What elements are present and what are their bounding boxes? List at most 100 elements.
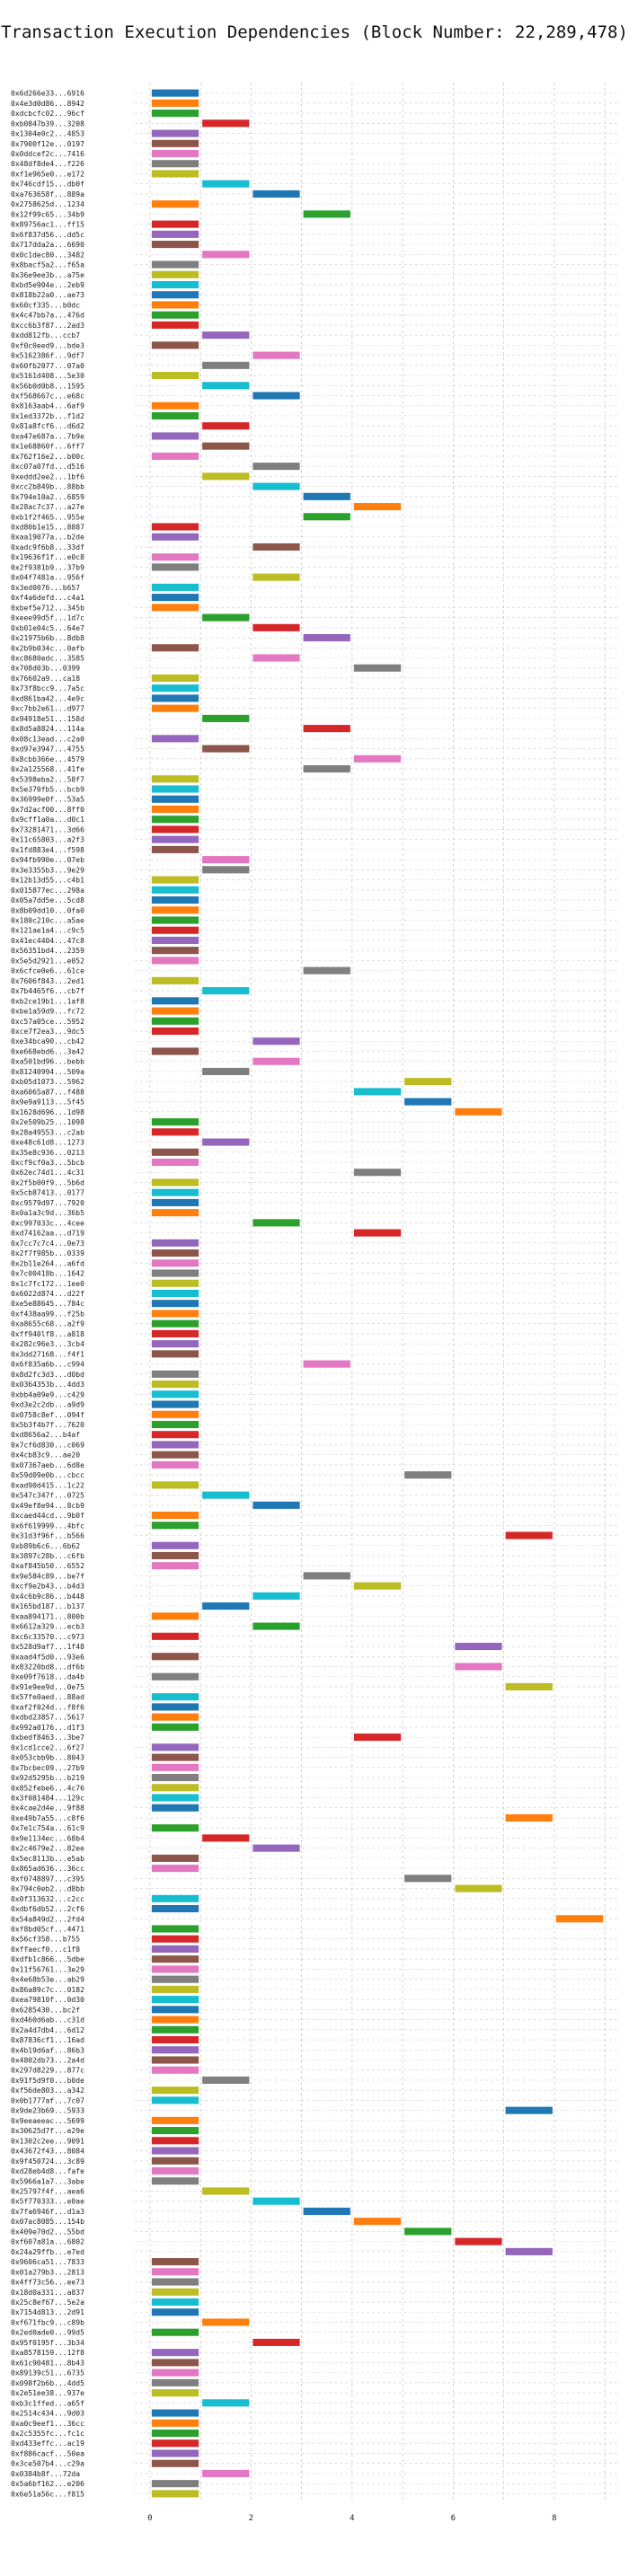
task-bar bbox=[151, 1027, 199, 1036]
y-tick-label: 0x8d5a8824...114a bbox=[11, 725, 84, 733]
task-bar bbox=[151, 341, 199, 349]
task-bar bbox=[151, 220, 199, 228]
y-tick-label: 0x3ce507b4...c29a bbox=[11, 2460, 84, 2468]
y-tick-label: 0xb05d1073...5962 bbox=[11, 1078, 84, 1086]
task-bar bbox=[151, 1431, 199, 1439]
task-bar bbox=[151, 1743, 199, 1751]
y-tick-label: 0xf0748897...c395 bbox=[11, 1875, 84, 1883]
y-tick-label: 0xdcbcfc02...96cf bbox=[11, 110, 84, 118]
y-tick-label: 0x0384b8f...72da bbox=[11, 2470, 80, 2478]
task-bar bbox=[455, 1884, 502, 1892]
y-tick-label: 0xe5e88645...784c bbox=[11, 1300, 84, 1308]
y-tick-label: 0x5a6bf162...e206 bbox=[11, 2480, 84, 2488]
y-tick-label: 0x2b9b034c...0afb bbox=[11, 644, 84, 652]
y-tick-label: 0xf4a6defd...c4a1 bbox=[11, 594, 84, 602]
y-tick-label: 0xdbd23857...5617 bbox=[11, 1714, 84, 1722]
task-bar bbox=[455, 1643, 502, 1651]
task-bar bbox=[151, 2298, 199, 2307]
task-bar bbox=[151, 1955, 199, 1963]
chart-title: Transaction Execution Dependencies (Bloc… bbox=[1, 22, 628, 42]
task-bar bbox=[151, 2490, 199, 2498]
task-bar bbox=[202, 613, 250, 622]
task-bar bbox=[151, 129, 199, 137]
task-bar bbox=[151, 2409, 199, 2417]
y-tick-label: 0x1ed3372b...f1d2 bbox=[11, 412, 84, 420]
task-bar bbox=[455, 2237, 502, 2245]
task-bar bbox=[151, 1300, 199, 1308]
y-tick-label: 0x89756ac1...ff15 bbox=[11, 221, 84, 229]
task-bar bbox=[151, 1753, 199, 1761]
y-tick-label: 0x7900f12e...0197 bbox=[11, 140, 84, 148]
task-bar bbox=[151, 947, 199, 955]
y-tick-label: 0xbedf8463...3be7 bbox=[11, 1734, 84, 1742]
y-tick-label: 0xf671fbc9...c89b bbox=[11, 2318, 84, 2326]
task-bar bbox=[252, 1501, 300, 1509]
task-bar bbox=[151, 704, 199, 712]
task-bar bbox=[252, 2197, 300, 2205]
y-tick-label: 0x0758c8ef...094f bbox=[11, 1411, 84, 1419]
y-tick-label: 0x95f0195f...3b34 bbox=[11, 2339, 84, 2347]
task-bar bbox=[151, 291, 199, 299]
task-bar bbox=[151, 1522, 199, 1530]
task-bar bbox=[151, 805, 199, 813]
y-tick-label: 0x053cbb9b...8043 bbox=[11, 1754, 84, 1762]
task-bar bbox=[151, 2369, 199, 2377]
y-tick-label: 0x547c347f...0725 bbox=[11, 1492, 84, 1500]
task-bar bbox=[303, 633, 350, 642]
task-bar bbox=[151, 2127, 199, 2135]
task-bar bbox=[151, 2056, 199, 2064]
y-tick-label: 0x28a49553...c2ab bbox=[11, 1128, 84, 1136]
x-tick-label: 0 bbox=[147, 2514, 152, 2523]
task-bar bbox=[151, 2439, 199, 2448]
task-bar bbox=[151, 2419, 199, 2427]
task-bar bbox=[151, 1653, 199, 1661]
y-tick-label: 0x3ed0076...b657 bbox=[11, 584, 80, 592]
task-bar bbox=[151, 99, 199, 107]
task-bar bbox=[353, 1229, 402, 1237]
y-tick-label: 0xb0847b39...3208 bbox=[11, 119, 84, 128]
y-tick-label: 0xf8bd05cf...4471 bbox=[11, 1925, 84, 1933]
task-bar bbox=[151, 1329, 199, 1337]
task-bar bbox=[303, 210, 350, 218]
y-tick-label: 0x6285430...bc2f bbox=[11, 2006, 80, 2014]
y-tick-label: 0x9eeaeeac...5699 bbox=[11, 2117, 84, 2125]
y-tick-label: 0x8163aab4...6af9 bbox=[11, 402, 84, 410]
y-tick-label: 0x8bacf5a2...f65a bbox=[11, 261, 84, 269]
task-bar bbox=[252, 623, 300, 631]
task-bar bbox=[151, 2086, 199, 2095]
y-tick-label: 0xdbf6db52...2cf6 bbox=[11, 1905, 84, 1913]
task-bar bbox=[151, 1350, 199, 1358]
y-tick-label: 0x7e1c754a...61c9 bbox=[11, 1824, 84, 1832]
y-tick-label: 0x31d3f96f...b566 bbox=[11, 1532, 84, 1540]
y-tick-label: 0xa8578159...12f8 bbox=[11, 2349, 84, 2357]
task-bar bbox=[252, 351, 300, 359]
task-bar bbox=[353, 1734, 402, 1742]
y-tick-label: 0x2f9381b9...37b9 bbox=[11, 563, 84, 571]
y-tick-label: 0x61c90481...8b43 bbox=[11, 2359, 84, 2367]
y-tick-label: 0x04f7481a...956f bbox=[11, 574, 84, 582]
task-bar bbox=[151, 2349, 199, 2357]
task-bar bbox=[353, 503, 402, 511]
task-bar bbox=[151, 1703, 199, 1711]
y-tick-label: 0xd74162aa...d719 bbox=[11, 1230, 84, 1238]
y-tick-label: 0xb2ce19b1...1af8 bbox=[11, 997, 84, 1005]
task-bar bbox=[151, 926, 199, 934]
task-bar bbox=[151, 816, 199, 824]
y-tick-label: 0xffaecf0...c1f8 bbox=[11, 1945, 80, 1954]
y-tick-label: 0xff940lf8...a818 bbox=[11, 1330, 84, 1338]
task-bar bbox=[151, 321, 199, 329]
y-tick-label: 0x05a7dd5e...5cd8 bbox=[11, 896, 84, 904]
task-bar bbox=[202, 1491, 250, 1499]
task-bar bbox=[252, 1057, 300, 1065]
task-bar bbox=[151, 1925, 199, 1933]
task-bar bbox=[151, 139, 199, 147]
task-bar bbox=[202, 1602, 250, 1610]
y-tick-label: 0x41ec4404...47c8 bbox=[11, 937, 84, 945]
task-bar bbox=[252, 1592, 300, 1600]
task-bar bbox=[151, 1481, 199, 1489]
task-bar bbox=[151, 1562, 199, 1570]
task-bar bbox=[151, 553, 199, 561]
task-bar bbox=[151, 1985, 199, 1993]
task-bar bbox=[151, 2389, 199, 2397]
